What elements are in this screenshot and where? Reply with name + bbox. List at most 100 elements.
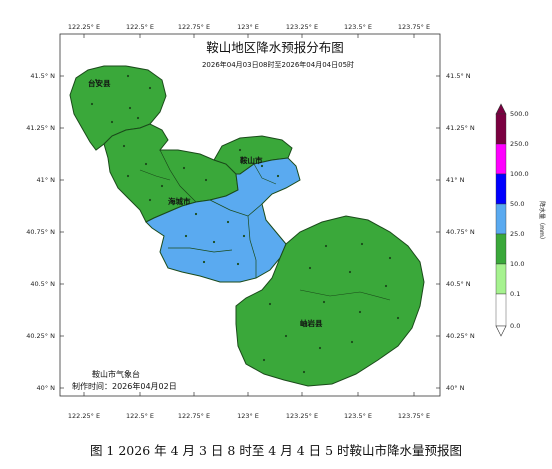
- town-marker: [358, 310, 362, 314]
- lat-label: 41.5° N: [446, 72, 471, 80]
- legend-tick: 0.0: [510, 322, 520, 330]
- lon-labels-bottom: 122.25° E 122.5° E 122.75° E 123° E 123.…: [68, 412, 430, 420]
- town-marker: [144, 162, 148, 166]
- lat-label: 40.75° N: [26, 228, 55, 236]
- town-marker: [348, 270, 352, 274]
- blue-rain-region: [145, 157, 301, 283]
- lat-label: 40.5° N: [30, 280, 55, 288]
- town-marker: [136, 116, 140, 120]
- label-xiuyan: 岫岩县: [300, 318, 323, 328]
- legend-band: [495, 293, 507, 327]
- legend-band: [495, 113, 507, 145]
- town-marker: [226, 220, 230, 224]
- town-marker: [202, 260, 206, 264]
- town-marker: [194, 212, 198, 216]
- town-marker: [126, 74, 130, 78]
- town-marker: [182, 166, 186, 170]
- district-boundary-1: [159, 149, 197, 203]
- lon-labels-top: 122.25° E 122.5° E 122.75° E 123° E 123.…: [68, 23, 430, 31]
- legend-band: [495, 203, 507, 235]
- town-marker: [94, 78, 98, 82]
- lat-label: 40° N: [446, 384, 465, 392]
- lon-label: 123.75° E: [398, 23, 430, 31]
- town-marker: [122, 144, 126, 148]
- town-marker: [388, 256, 392, 260]
- lon-label: 122.25° E: [68, 23, 100, 31]
- town-markers: [90, 74, 400, 374]
- legend-unit-label: 降水量（mm）: [538, 201, 546, 243]
- town-marker: [396, 316, 400, 320]
- town-marker: [238, 148, 242, 152]
- lat-label: 41.25° N: [26, 124, 55, 132]
- district-boundary-7: [299, 289, 391, 301]
- town-marker: [384, 284, 388, 288]
- lat-label: 40.75° N: [446, 228, 475, 236]
- district-boundary-5: [139, 169, 171, 181]
- lat-label: 40.5° N: [446, 280, 471, 288]
- precipitation-map: 鞍山地区降水预报分布图 2026年04月03日08时至2026年04月04日05…: [26, 23, 546, 420]
- label-anshan-city: 鞍山市: [240, 155, 263, 165]
- xiuyan-region: [235, 215, 425, 387]
- lat-label: 41.5° N: [30, 72, 55, 80]
- town-marker: [90, 102, 94, 106]
- lon-label: 122.5° E: [126, 412, 154, 420]
- town-marker: [268, 302, 272, 306]
- lon-label: 122.75° E: [178, 23, 210, 31]
- town-marker: [126, 174, 130, 178]
- town-marker: [184, 234, 188, 238]
- legend-tick: 250.0: [510, 140, 529, 148]
- town-marker: [360, 242, 364, 246]
- lat-label: 41° N: [37, 176, 56, 184]
- district-boundary-6: [253, 163, 277, 185]
- town-marker: [148, 198, 152, 202]
- town-marker: [350, 340, 354, 344]
- district-boundary-3: [247, 215, 257, 278]
- legend-band: [495, 233, 507, 265]
- label-haicheng: 海城市: [168, 196, 191, 206]
- precipitation-legend: 500.0 250.0 100.0 50.0 25.0 10.0 0.1 0.0…: [495, 103, 546, 337]
- lon-label: 123.5° E: [344, 412, 372, 420]
- lon-label: 122.5° E: [126, 23, 154, 31]
- town-marker: [276, 174, 280, 178]
- legend-tick: 50.0: [510, 200, 524, 208]
- lon-label: 123° E: [237, 412, 259, 420]
- lat-label: 40.25° N: [446, 332, 475, 340]
- map-title: 鞍山地区降水预报分布图: [206, 40, 344, 55]
- lon-label: 122.25° E: [68, 412, 100, 420]
- town-marker: [236, 262, 240, 266]
- town-marker: [110, 120, 114, 124]
- legend-top-arrow: [495, 103, 507, 115]
- agency-label: 鞍山市气象台: [92, 369, 140, 379]
- town-marker: [302, 370, 306, 374]
- town-marker: [262, 358, 266, 362]
- town-marker: [212, 240, 216, 244]
- town-marker: [308, 266, 312, 270]
- lon-label: 123.25° E: [286, 23, 318, 31]
- town-marker: [324, 244, 328, 248]
- legend-tick: 10.0: [510, 260, 524, 268]
- lon-label: 123° E: [237, 23, 259, 31]
- map-subtitle: 2026年04月03日08时至2026年04月04日05时: [202, 60, 354, 69]
- legend-band: [495, 173, 507, 205]
- lon-label: 123.75° E: [398, 412, 430, 420]
- figure-caption: 图 1 2026 年 4 月 3 日 8 时至 4 月 4 日 5 时鞍山市降水…: [89, 443, 463, 458]
- lon-label: 123.5° E: [344, 23, 372, 31]
- lat-label: 40° N: [37, 384, 56, 392]
- town-marker: [284, 334, 288, 338]
- legend-tick: 500.0: [510, 110, 529, 118]
- district-boundary-4: [168, 247, 233, 253]
- town-marker: [242, 234, 246, 238]
- lat-labels-right: 41.5° N 41.25° N 41° N 40.75° N 40.5° N …: [446, 72, 475, 392]
- lat-label: 41° N: [446, 176, 465, 184]
- lat-label: 40.25° N: [26, 332, 55, 340]
- lat-label: 41.25° N: [446, 124, 475, 132]
- district-boundary-2: [209, 199, 263, 217]
- lon-label: 122.75° E: [178, 412, 210, 420]
- town-marker: [128, 106, 132, 110]
- legend-band: [495, 263, 507, 295]
- legend-tick: 25.0: [510, 230, 524, 238]
- lon-label: 123.25° E: [286, 412, 318, 420]
- axis-ticks: [60, 34, 440, 396]
- legend-bottom-arrow: [495, 325, 507, 337]
- made-time-label: 制作时间：2026年04月02日: [72, 381, 177, 391]
